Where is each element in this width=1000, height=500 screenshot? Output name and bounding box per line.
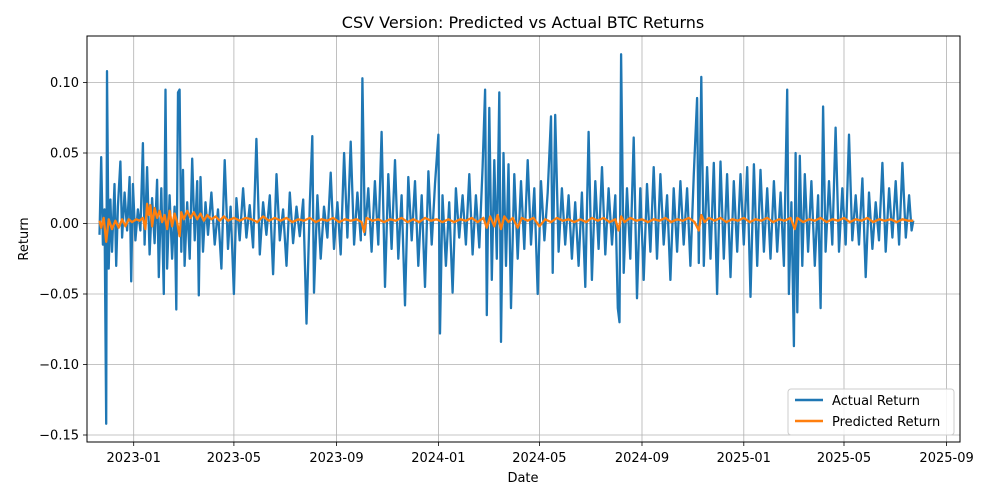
x-axis: 2023-01 2023-05 2023-09 2024-01 2024-05 2024-… — [107, 442, 974, 466]
x-tick-label: 2023-05 — [207, 451, 261, 466]
y-axis-label: Return — [17, 217, 32, 260]
grid — [87, 36, 960, 442]
x-tick-label: 2024-01 — [411, 451, 465, 466]
x-tick-label: 2024-05 — [512, 451, 566, 466]
chart-title: CSV Version: Predicted vs Actual BTC Ret… — [342, 13, 704, 32]
x-tick-label: 2025-09 — [919, 451, 973, 466]
legend-box — [787, 388, 955, 436]
plot-frame — [86, 35, 961, 443]
y-tick-label: 0.10 — [50, 76, 79, 91]
y-tick-label: −0.05 — [39, 288, 79, 303]
y-tick-label: 0.05 — [50, 147, 79, 162]
series-line-actual-return — [98, 53, 915, 425]
x-tick-label: 2024-09 — [615, 451, 669, 466]
legend-label-actual-return: Actual Return — [832, 394, 920, 409]
series-layer — [98, 53, 915, 425]
y-axis: 0.10 0.05 0.00 −0.05 −0.10 −0.15 — [39, 76, 87, 444]
x-axis-label: Date — [507, 471, 538, 486]
x-tick-label: 2023-09 — [309, 451, 363, 466]
legend: Actual Return Predicted Return — [787, 388, 955, 436]
legend-label-predicted-return: Predicted Return — [832, 415, 940, 430]
x-tick-label: 2025-05 — [817, 451, 871, 466]
x-tick-label: 2023-01 — [107, 451, 161, 466]
series-line-predicted-return — [98, 202, 914, 243]
x-tick-label: 2025-01 — [717, 451, 771, 466]
y-tick-label: −0.10 — [39, 358, 79, 373]
y-tick-label: 0.00 — [50, 217, 79, 232]
y-tick-label: −0.15 — [39, 429, 79, 444]
